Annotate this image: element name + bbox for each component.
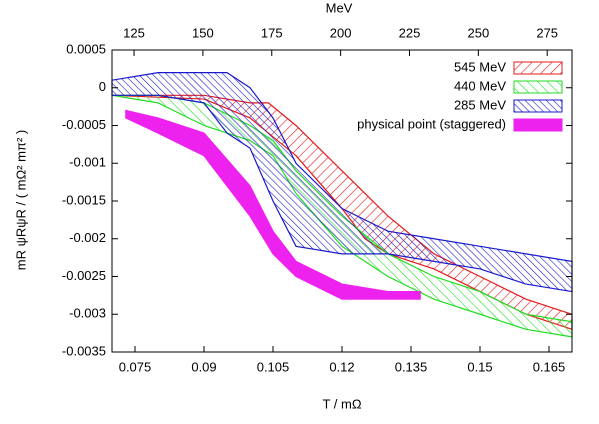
legend-label: 285 MeV xyxy=(454,97,506,112)
x-axis-label: T / mΩ xyxy=(322,396,361,411)
x2-tick-label: 175 xyxy=(261,25,283,40)
x-tick-label: 0.135 xyxy=(395,359,428,374)
y-tick-label: -0.0025 xyxy=(62,268,106,283)
y-tick-label: -0.0015 xyxy=(62,192,106,207)
x-tick-label: 0.105 xyxy=(257,359,290,374)
y-tick-label: -0.003 xyxy=(69,306,106,321)
y-tick-label: -0.002 xyxy=(69,230,106,245)
legend-label: 545 MeV xyxy=(454,59,506,74)
y-tick-label: 0.0005 xyxy=(66,41,106,56)
x-tick-label: 0.075 xyxy=(119,359,152,374)
x2-tick-label: 200 xyxy=(330,25,352,40)
x2-tick-label: 225 xyxy=(399,25,421,40)
y-tick-label: -0.0005 xyxy=(62,117,106,132)
legend-swatch xyxy=(513,99,563,113)
x2-tick-label: 250 xyxy=(467,25,489,40)
legend-swatch xyxy=(513,118,563,132)
y-tick-label: -0.001 xyxy=(69,155,106,170)
x-tick-label: 0.12 xyxy=(329,359,354,374)
y-tick-label: 0 xyxy=(99,79,106,94)
y-tick-label: -0.0035 xyxy=(62,343,106,358)
legend-label: physical point (staggered) xyxy=(357,116,506,131)
x-tick-label: 0.09 xyxy=(191,359,216,374)
legend-label: 440 MeV xyxy=(454,78,506,93)
legend-swatch xyxy=(513,80,563,94)
band xyxy=(125,109,421,300)
x2-tick-label: 150 xyxy=(192,25,214,40)
legend-swatch xyxy=(513,61,563,75)
y-axis-label: mR ψRψR / ( mΩ² mπ² ) xyxy=(13,130,28,270)
x2-axis-label: MeV xyxy=(326,0,353,15)
x-tick-label: 0.15 xyxy=(467,359,492,374)
x-tick-label: 0.165 xyxy=(533,359,566,374)
x2-tick-label: 275 xyxy=(536,25,558,40)
x2-tick-label: 125 xyxy=(123,25,145,40)
